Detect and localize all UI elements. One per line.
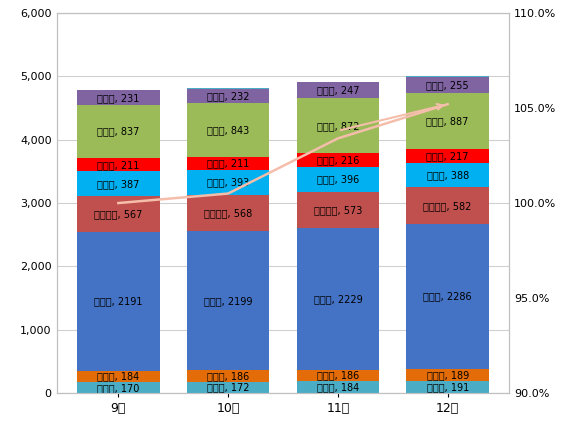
Text: 千葉県, 184: 千葉県, 184 <box>97 372 139 381</box>
Bar <box>297 167 379 192</box>
Bar <box>187 370 269 382</box>
Text: 千葉県, 186: 千葉県, 186 <box>207 372 249 381</box>
Bar <box>297 153 379 167</box>
Bar <box>187 195 269 231</box>
Text: 大阪府, 887: 大阪府, 887 <box>426 116 469 126</box>
Text: 京都府, 211: 京都府, 211 <box>97 160 140 170</box>
Bar <box>297 98 379 153</box>
Text: 埼玉県, 170: 埼玉県, 170 <box>97 383 140 393</box>
Text: 愛知県, 393: 愛知県, 393 <box>207 178 249 187</box>
Text: 埼玉県, 184: 埼玉県, 184 <box>317 382 359 392</box>
Bar <box>406 93 489 149</box>
Bar <box>77 382 160 393</box>
Text: 京都府, 216: 京都府, 216 <box>317 155 359 165</box>
Bar <box>187 231 269 370</box>
Text: 埼玉県, 191: 埼玉県, 191 <box>427 382 469 392</box>
Bar <box>187 103 269 157</box>
Text: 東京都, 2286: 東京都, 2286 <box>423 292 472 302</box>
Text: 千葉県, 189: 千葉県, 189 <box>427 370 469 380</box>
Bar <box>406 76 489 93</box>
Bar <box>187 88 269 89</box>
Bar <box>297 192 379 229</box>
Bar <box>187 89 269 103</box>
Bar <box>77 158 160 172</box>
Bar <box>187 170 269 195</box>
Bar <box>406 369 489 381</box>
Text: 神奈川県, 573: 神奈川県, 573 <box>314 205 362 215</box>
Bar <box>77 196 160 232</box>
Text: 兵庫県, 247: 兵庫県, 247 <box>316 85 359 95</box>
Bar <box>77 172 160 196</box>
Bar <box>297 381 379 393</box>
Bar <box>77 90 160 105</box>
Text: 神奈川県, 568: 神奈川県, 568 <box>204 208 252 218</box>
Text: 神奈川県, 582: 神奈川県, 582 <box>423 201 472 211</box>
Text: 愛知県, 387: 愛知県, 387 <box>97 179 140 189</box>
Bar <box>297 83 379 98</box>
Bar <box>297 229 379 370</box>
Text: 京都府, 211: 京都府, 211 <box>207 159 249 168</box>
Bar <box>406 224 489 369</box>
Bar <box>77 105 160 158</box>
Text: 大阪府, 872: 大阪府, 872 <box>316 121 359 131</box>
Text: 大阪府, 837: 大阪府, 837 <box>97 127 140 137</box>
Text: 兵庫県, 231: 兵庫県, 231 <box>97 93 140 103</box>
Bar <box>406 163 489 187</box>
Bar <box>297 82 379 83</box>
Text: 千葉県, 186: 千葉県, 186 <box>317 371 359 381</box>
Text: 東京都, 2199: 東京都, 2199 <box>204 296 252 306</box>
Text: 埼玉県, 172: 埼玉県, 172 <box>207 383 250 393</box>
Text: 東京都, 2191: 東京都, 2191 <box>94 296 143 306</box>
Text: 兵庫県, 232: 兵庫県, 232 <box>207 91 250 101</box>
Text: 神奈川県, 567: 神奈川県, 567 <box>94 209 143 219</box>
Text: 大阪府, 843: 大阪府, 843 <box>207 125 249 135</box>
Bar <box>187 382 269 393</box>
Text: 兵庫県, 255: 兵庫県, 255 <box>426 80 469 90</box>
Bar <box>77 232 160 371</box>
Bar <box>297 370 379 381</box>
Text: 愛知県, 388: 愛知県, 388 <box>427 170 469 180</box>
Text: 愛知県, 396: 愛知県, 396 <box>317 175 359 184</box>
Bar <box>187 157 269 170</box>
Bar <box>406 149 489 163</box>
Bar <box>406 381 489 393</box>
Bar <box>77 371 160 382</box>
Bar <box>406 187 489 224</box>
Text: 京都府, 217: 京都府, 217 <box>426 151 469 161</box>
Text: 東京都, 2229: 東京都, 2229 <box>314 294 362 304</box>
